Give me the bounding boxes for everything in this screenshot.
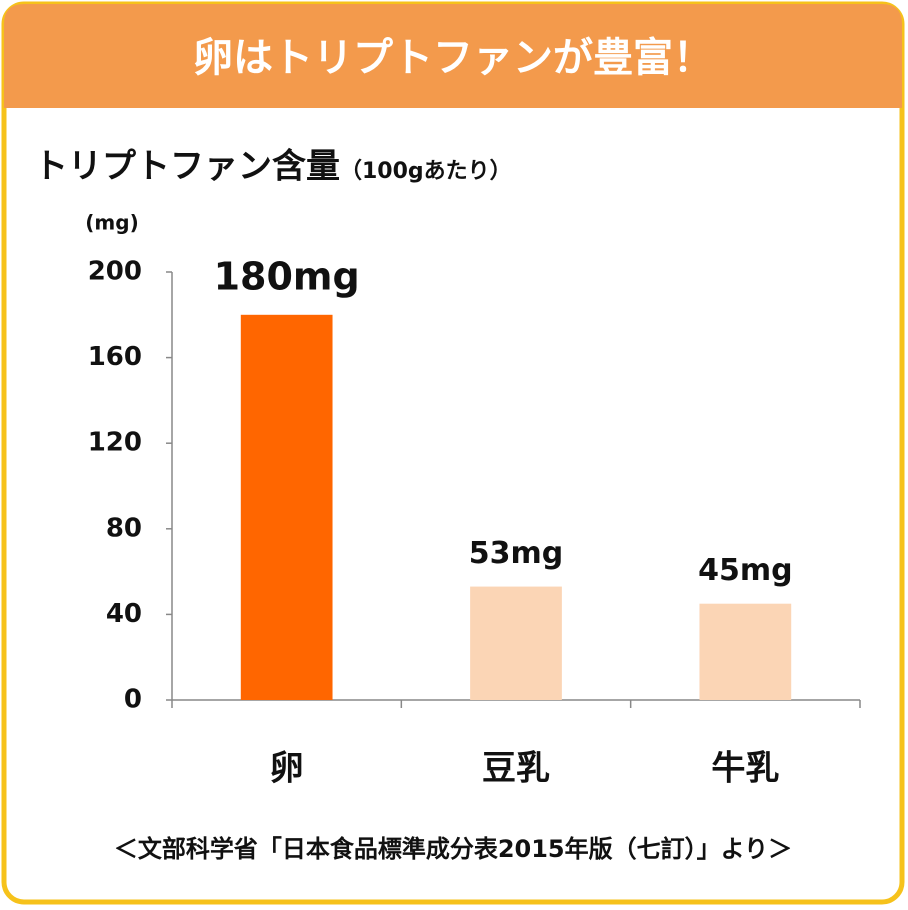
source: ＜文部科学省「日本食品標準成分表2015年版（七訂）」より＞ bbox=[114, 835, 792, 863]
x-tick-label: 豆乳 bbox=[482, 749, 550, 789]
header-band bbox=[4, 4, 902, 108]
value-label: 180mg bbox=[214, 254, 360, 298]
y-tick-label: 120 bbox=[88, 428, 142, 458]
x-tick-label: 牛乳 bbox=[711, 749, 779, 789]
header-title: 卵はトリプトファンが豊富！ bbox=[193, 35, 713, 81]
y-tick-label: 160 bbox=[88, 342, 142, 372]
y-tick-label: 0 bbox=[124, 685, 142, 715]
chart-subtitle: （100gあたり） bbox=[340, 159, 512, 184]
y-axis-label: (mg) bbox=[85, 211, 138, 235]
bar bbox=[470, 586, 562, 700]
chart-title: トリプトファン含量 bbox=[34, 147, 340, 187]
y-tick-label: 40 bbox=[106, 599, 142, 629]
y-tick-label: 80 bbox=[106, 513, 142, 543]
y-tick-label: 200 bbox=[88, 257, 142, 287]
x-tick-label: 卵 bbox=[270, 749, 304, 789]
bar bbox=[240, 314, 333, 700]
bar bbox=[699, 603, 792, 700]
value-label: 53mg bbox=[469, 536, 563, 571]
value-label: 45mg bbox=[698, 553, 792, 588]
